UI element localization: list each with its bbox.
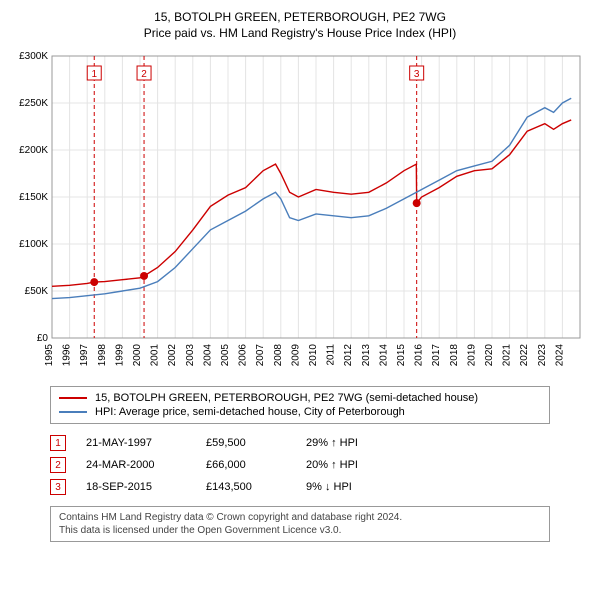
transaction-row: 1 21-MAY-1997 £59,500 29% ↑ HPI [50, 432, 550, 454]
transaction-date: 18-SEP-2015 [86, 481, 186, 493]
transaction-pct: 29% ↑ HPI [306, 437, 396, 449]
svg-text:2008: 2008 [273, 344, 284, 367]
svg-text:£200K: £200K [19, 145, 48, 156]
plot-area: £0 £50K £100K £150K £200K £250K £300K 1995 1996 1… [10, 48, 590, 378]
svg-text:£100K: £100K [19, 239, 48, 250]
svg-text:2004: 2004 [202, 344, 213, 367]
svg-text:2005: 2005 [220, 344, 231, 367]
chart-subtitle: Price paid vs. HM Land Registry's House … [10, 26, 590, 40]
transaction-list: 1 21-MAY-1997 £59,500 29% ↑ HPI 2 24-MAR-2000… [50, 432, 550, 498]
svg-text:2015: 2015 [396, 344, 407, 367]
svg-text:1: 1 [91, 69, 97, 80]
svg-text:2022: 2022 [519, 344, 530, 367]
svg-text:1999: 1999 [114, 344, 125, 367]
svg-text:2002: 2002 [167, 344, 178, 367]
svg-text:2024: 2024 [554, 344, 565, 367]
legend-row: HPI: Average price, semi-detached house,… [59, 405, 541, 419]
svg-text:1998: 1998 [97, 344, 108, 367]
svg-text:£50K: £50K [25, 286, 49, 297]
svg-text:£150K: £150K [19, 192, 48, 203]
transaction-price: £59,500 [206, 437, 286, 449]
svg-text:2006: 2006 [238, 344, 249, 367]
legend-row: 15, BOTOLPH GREEN, PETERBOROUGH, PE2 7WG… [59, 391, 541, 405]
svg-text:2014: 2014 [378, 344, 389, 367]
footer-note: Contains HM Land Registry data © Crown c… [50, 506, 550, 542]
svg-text:£0: £0 [37, 333, 49, 344]
svg-text:2009: 2009 [290, 344, 301, 367]
svg-text:2001: 2001 [150, 344, 161, 367]
chart-title: 15, BOTOLPH GREEN, PETERBOROUGH, PE2 7WG [10, 10, 590, 24]
transaction-price: £143,500 [206, 481, 286, 493]
legend-label: HPI: Average price, semi-detached house,… [95, 406, 405, 418]
svg-text:£300K: £300K [19, 51, 48, 62]
transaction-marker-number: 3 [50, 479, 66, 495]
svg-text:2007: 2007 [255, 344, 266, 367]
svg-text:3: 3 [414, 69, 420, 80]
svg-text:2018: 2018 [449, 344, 460, 367]
svg-text:1996: 1996 [62, 344, 73, 367]
transaction-marker-number: 1 [50, 435, 66, 451]
svg-text:2003: 2003 [185, 344, 196, 367]
svg-text:2000: 2000 [132, 344, 143, 367]
svg-text:2016: 2016 [414, 344, 425, 367]
svg-text:2013: 2013 [361, 344, 372, 367]
svg-text:2019: 2019 [466, 344, 477, 367]
svg-text:2021: 2021 [502, 344, 513, 367]
svg-text:2017: 2017 [431, 344, 442, 367]
svg-text:1995: 1995 [44, 344, 55, 367]
legend-swatch [59, 397, 87, 399]
legend-swatch [59, 411, 87, 413]
svg-text:1997: 1997 [79, 344, 90, 367]
svg-text:2: 2 [141, 69, 147, 80]
svg-text:2020: 2020 [484, 344, 495, 367]
footer-line-1: Contains HM Land Registry data © Crown c… [59, 511, 541, 524]
transaction-pct: 20% ↑ HPI [306, 459, 396, 471]
transaction-row: 2 24-MAR-2000 £66,000 20% ↑ HPI [50, 454, 550, 476]
transaction-date: 21-MAY-1997 [86, 437, 186, 449]
transaction-row: 3 18-SEP-2015 £143,500 9% ↓ HPI [50, 476, 550, 498]
legend-box: 15, BOTOLPH GREEN, PETERBOROUGH, PE2 7WG… [50, 386, 550, 424]
transaction-price: £66,000 [206, 459, 286, 471]
transaction-date: 24-MAR-2000 [86, 459, 186, 471]
transaction-pct: 9% ↓ HPI [306, 481, 396, 493]
svg-text:2011: 2011 [326, 344, 337, 366]
svg-text:2010: 2010 [308, 344, 319, 367]
svg-text:£250K: £250K [19, 98, 48, 109]
transaction-marker-number: 2 [50, 457, 66, 473]
legend-label: 15, BOTOLPH GREEN, PETERBOROUGH, PE2 7WG… [95, 392, 478, 404]
footer-line-2: This data is licensed under the Open Gov… [59, 524, 541, 537]
chart-container: 15, BOTOLPH GREEN, PETERBOROUGH, PE2 7WG… [10, 10, 590, 542]
svg-text:2012: 2012 [343, 344, 354, 367]
chart-svg: £0 £50K £100K £150K £200K £250K £300K 1995 1996 1… [10, 48, 590, 378]
svg-text:2023: 2023 [537, 344, 548, 367]
